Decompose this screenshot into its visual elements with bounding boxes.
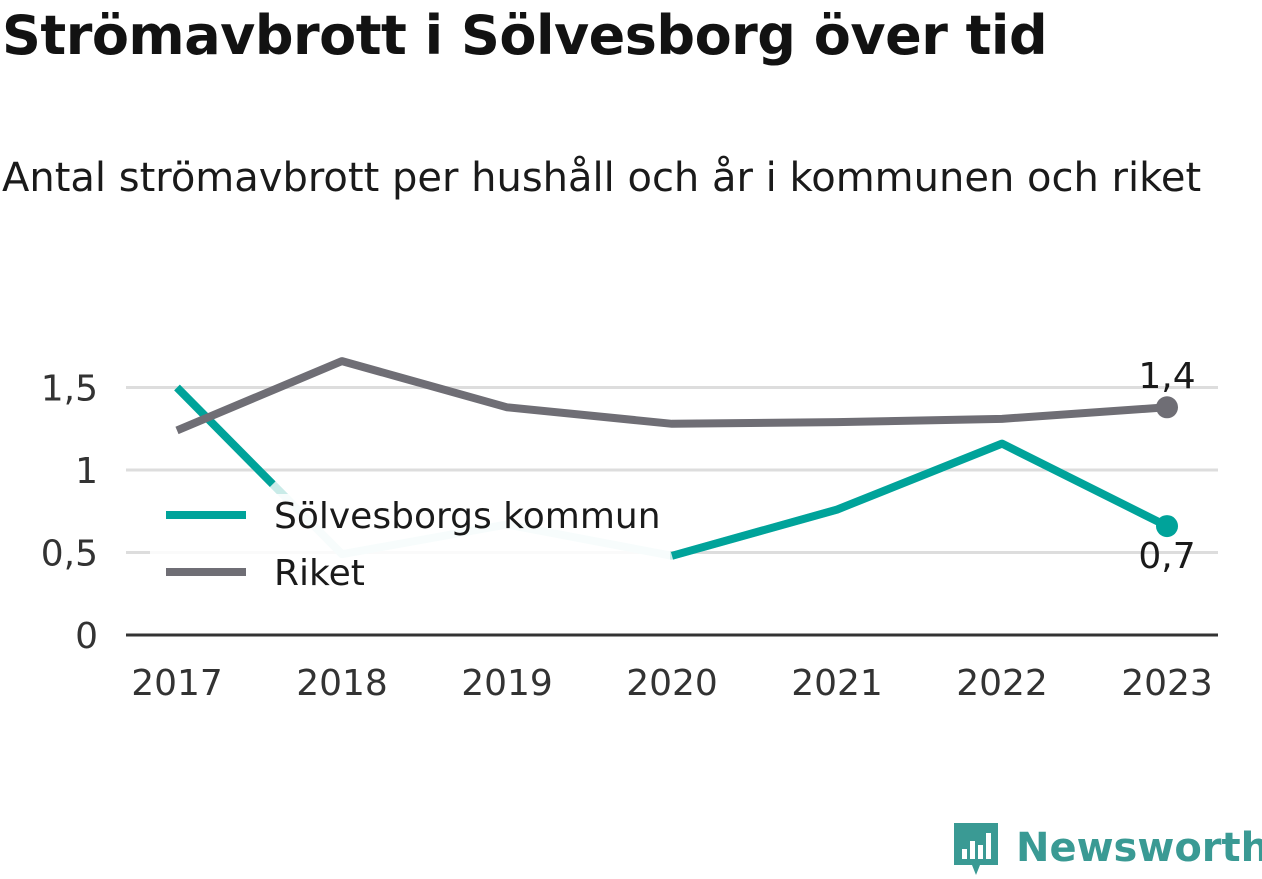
x-tick-label: 2022 (956, 663, 1048, 704)
end-labels: 1,4 0,7 (1138, 356, 1195, 577)
brand-name: Newsworthy (1016, 825, 1262, 871)
y-tick-label: 1,5 (41, 369, 98, 410)
chart-subtitle: Antal strömavbrott per hushåll och år i … (2, 155, 1202, 201)
y-tick-label: 1 (75, 451, 98, 492)
series-line-solvesborgs-kommun-segment (174, 384, 276, 487)
data-label-solvesborgs-kommun-2023: 0,7 (1138, 536, 1195, 577)
legend-label: Riket (274, 553, 365, 594)
x-tick-label: 2020 (626, 663, 718, 704)
data-label-riket-2023: 1,4 (1138, 356, 1195, 397)
x-tick-label: 2019 (461, 663, 553, 704)
chart-title: Strömavbrott i Sölvesborg över tid (2, 4, 1048, 67)
series-point-solvesborgs-kommun-2023 (1156, 515, 1178, 538)
y-tick-label: 0 (75, 616, 98, 657)
y-tick-label: 0,5 (41, 534, 98, 575)
legend: Sölvesborgs kommun Riket (150, 494, 670, 598)
x-tick-label: 2023 (1121, 663, 1213, 704)
series-point-riket-2023 (1156, 396, 1178, 419)
y-axis-tick-labels: 0 0,5 1 1,5 (41, 369, 98, 658)
legend-label: Sölvesborgs kommun (274, 496, 661, 537)
x-tick-label: 2021 (791, 663, 883, 704)
newsworthy-logo: Newsworthy (950, 818, 1262, 878)
series-line-riket (175, 357, 1168, 435)
series-line-solvesborgs-kommun (670, 439, 1169, 560)
x-axis-tick-labels: 2017 2018 2019 2020 2021 2022 2023 (131, 663, 1213, 704)
x-tick-label: 2018 (296, 663, 388, 704)
newsworthy-logo-icon (954, 823, 998, 875)
x-tick-label: 2017 (131, 663, 223, 704)
